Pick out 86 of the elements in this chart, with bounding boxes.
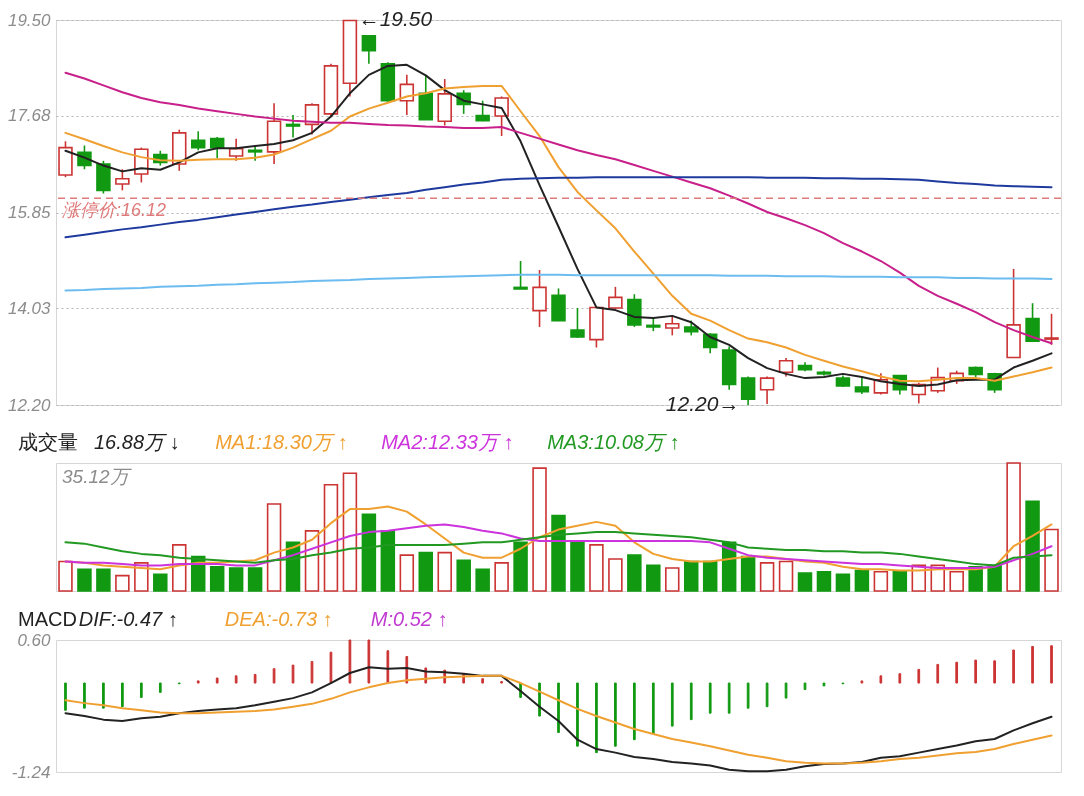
bar [342, 472, 358, 592]
candlestick [475, 99, 490, 123]
bar [247, 567, 263, 592]
text: MA2:12.33万 ↑ [381, 431, 514, 453]
text: MA3:10.08万 ↑ [547, 431, 680, 453]
bar [456, 559, 471, 592]
bar [380, 530, 396, 592]
annotation: 35.12万 [62, 466, 132, 487]
bar [361, 513, 377, 592]
y-tick-label: 15.85 [7, 203, 52, 222]
bar [778, 560, 794, 592]
bar [854, 569, 870, 592]
bar [115, 574, 130, 592]
bar [494, 562, 509, 592]
bar [759, 562, 775, 592]
text: DIF:-0.47 ↑ [78, 608, 178, 630]
candlestick [1044, 312, 1059, 346]
bar [740, 555, 756, 592]
chart-title: 成交量 [18, 431, 78, 453]
bar [665, 567, 680, 592]
bar [1044, 528, 1059, 592]
bar [153, 573, 168, 592]
bar [399, 554, 415, 592]
bar [323, 483, 339, 592]
annotation: 12.20→ [665, 392, 740, 415]
text: MA1:18.30万 ↑ [215, 431, 348, 453]
text: DEA:-0.73 ↑ [224, 608, 333, 630]
bar [475, 568, 490, 592]
bar [683, 560, 699, 592]
bar [627, 554, 642, 592]
y-tick-label: 19.50 [7, 10, 52, 30]
ref-line-label: 涨停价:16.12 [62, 200, 167, 221]
bar [873, 571, 889, 592]
bar [134, 562, 149, 592]
bar [304, 530, 320, 592]
bar [209, 565, 225, 592]
bar [570, 541, 585, 592]
line-series [64, 273, 1053, 292]
y-tick-label: 14.03 [7, 298, 52, 318]
candlestick [665, 315, 680, 337]
bar [266, 503, 282, 592]
candlestick [532, 269, 547, 328]
bar [418, 551, 434, 592]
annotation: ←19.50 [358, 7, 433, 30]
bar [172, 544, 187, 592]
bar [58, 560, 73, 592]
bar [589, 544, 604, 592]
bar [1006, 462, 1021, 592]
y-tick-label: 0.60 [17, 630, 52, 650]
bar [835, 573, 851, 592]
candlestick [740, 375, 756, 406]
text: M:0.52 ↑ [370, 608, 448, 630]
bar [77, 568, 92, 592]
bar [911, 564, 927, 592]
candlestick [778, 357, 794, 378]
candlestick [570, 307, 585, 339]
y-tick-label: 17.68 [7, 106, 52, 126]
chart-subtitle: 16.88万 ↓ [94, 431, 180, 453]
bar [949, 571, 964, 592]
bar [930, 564, 945, 592]
bar [702, 560, 718, 592]
bar [228, 567, 244, 592]
bar [608, 558, 623, 592]
bar [816, 571, 832, 592]
candlestick [361, 34, 377, 65]
bar [892, 571, 908, 592]
candlestick [1025, 302, 1040, 342]
chart-title: MACD [18, 608, 77, 630]
y-tick-label: 12.20 [7, 395, 52, 415]
line-series [64, 176, 1053, 239]
bar [797, 572, 813, 592]
candlestick [759, 375, 775, 405]
y-tick-label: -1.24 [11, 762, 51, 782]
candlestick [285, 114, 301, 139]
candlestick [115, 168, 130, 192]
bar [1025, 500, 1040, 592]
line-series [64, 71, 1053, 345]
bar [551, 514, 566, 592]
candlestick [190, 130, 206, 152]
bar [96, 568, 111, 592]
bar [437, 551, 452, 592]
candlestick [513, 260, 528, 290]
bar [513, 541, 528, 592]
bar [532, 467, 547, 592]
bar [646, 564, 661, 592]
bar [987, 564, 1002, 592]
